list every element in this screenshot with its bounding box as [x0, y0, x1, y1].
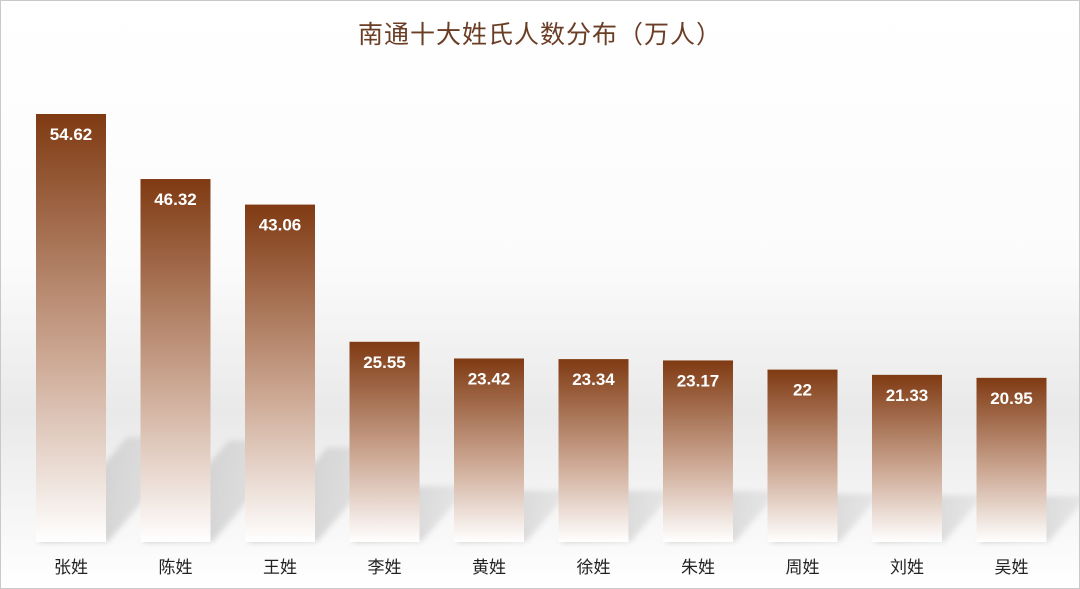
bar-3: [245, 204, 315, 542]
bar-1: [36, 114, 106, 542]
value-label-7: 23.17: [677, 371, 720, 390]
category-label-7: 朱姓: [681, 558, 715, 578]
bar-6: [558, 359, 629, 542]
bar-2: [140, 179, 211, 542]
value-label-8: 22: [793, 381, 812, 400]
bar-5: [454, 358, 524, 542]
category-label-4: 李姓: [368, 558, 402, 578]
value-label-10: 20.95: [990, 389, 1033, 408]
category-label-8: 周姓: [786, 558, 820, 578]
value-label-6: 23.34: [572, 370, 615, 389]
category-label-5: 黄姓: [472, 558, 506, 578]
category-label-1: 张姓: [54, 558, 88, 578]
category-label-2: 陈姓: [159, 558, 193, 578]
value-label-5: 23.42: [468, 369, 511, 388]
category-label-10: 吴姓: [995, 558, 1029, 578]
category-label-6: 徐姓: [577, 558, 611, 578]
chart-title: 南通十大姓氏人数分布（万人）: [357, 20, 722, 49]
category-label-3: 王姓: [263, 558, 297, 578]
bar-8: [767, 369, 838, 542]
category-label-9: 刘姓: [890, 558, 924, 578]
value-label-2: 46.32: [154, 190, 197, 209]
bar-7: [663, 360, 733, 542]
bar-9: [872, 374, 942, 542]
bar-10: [976, 377, 1047, 542]
value-label-9: 21.33: [886, 386, 929, 405]
value-label-4: 25.55: [363, 353, 406, 372]
value-label-1: 54.62: [50, 125, 93, 144]
bar-4: [349, 341, 420, 542]
value-label-3: 43.06: [259, 216, 302, 235]
